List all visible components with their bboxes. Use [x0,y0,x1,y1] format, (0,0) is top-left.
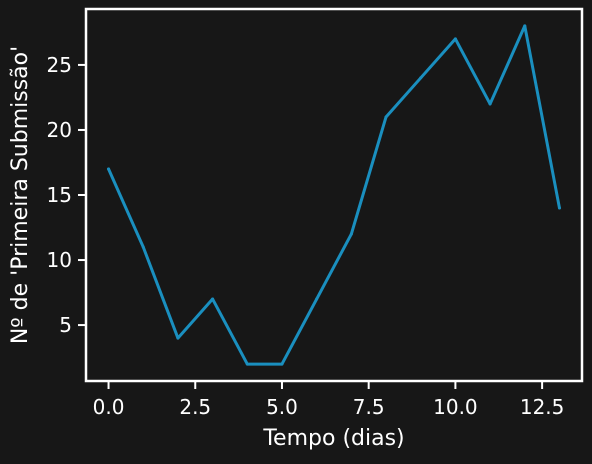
data-point [523,24,527,28]
y-tick-label: 15 [47,183,72,207]
data-point [141,245,145,249]
x-tick-label: 7.5 [353,395,385,419]
data-point [419,76,423,80]
x-axis-label: Tempo (dias) [262,426,404,451]
data-point [107,167,111,171]
y-tick-label: 5 [59,313,72,337]
series-line [107,24,561,366]
x-tick-label: 0.0 [93,395,125,419]
y-tick-label: 25 [47,53,72,77]
data-point [315,297,319,301]
data-point [280,362,284,366]
x-tick-label: 2.5 [179,395,211,419]
data-point [557,206,561,210]
data-point [245,362,249,366]
series-points [107,24,561,366]
x-tick-label: 5.0 [266,395,298,419]
data-point [211,297,215,301]
y-tick-label: 20 [47,118,72,142]
x-tick-label: 10.0 [433,395,478,419]
plot-area [84,7,584,383]
y-axis-ticks: 5 10 15 20 25 [47,53,86,337]
data-point [349,232,353,236]
x-tick-label: 12.5 [520,395,565,419]
y-tick-label: 10 [47,248,72,272]
data-point [176,336,180,340]
y-axis-label: Nº de 'Primeira Submissão' [8,46,33,344]
data-point [488,102,492,106]
x-axis-ticks: 0.0 2.5 5.0 7.5 10.0 12.5 [93,381,565,419]
data-point [453,37,457,41]
data-point [384,115,388,119]
